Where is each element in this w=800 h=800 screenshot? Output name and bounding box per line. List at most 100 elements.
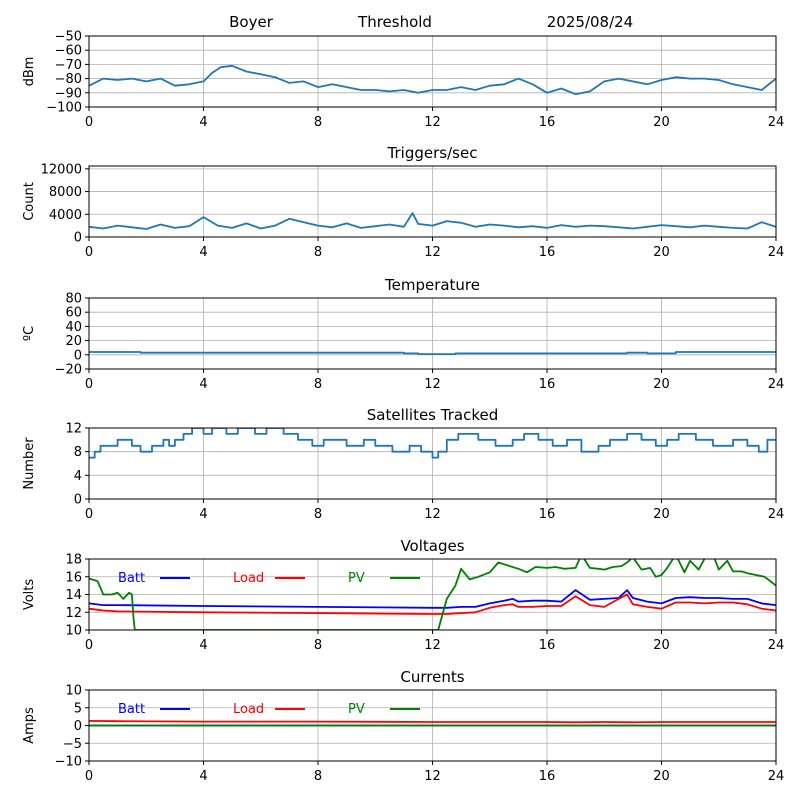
y-tick-label: −100	[46, 101, 82, 116]
y-tick-label: −20	[55, 363, 82, 378]
x-tick-label: 12	[424, 245, 441, 260]
x-tick-label: 0	[85, 507, 93, 522]
y-axis-label: ºC	[22, 326, 37, 341]
legend-label-batt: Batt	[118, 702, 145, 717]
y-axis-label: Number	[22, 437, 37, 490]
x-tick-label: 4	[199, 245, 207, 260]
y-tick-label: 18	[65, 553, 82, 568]
y-tick-label: 5	[74, 701, 82, 716]
x-tick-label: 8	[314, 245, 322, 260]
x-tick-label: 4	[199, 769, 207, 784]
chart-title: Currents	[400, 668, 464, 686]
x-tick-label: 16	[539, 115, 556, 130]
x-tick-label: 8	[314, 115, 322, 130]
x-tick-label: 8	[314, 507, 322, 522]
y-tick-label: −80	[55, 72, 82, 87]
x-tick-label: 16	[539, 245, 556, 260]
x-tick-label: 12	[424, 507, 441, 522]
legend-label-load: Load	[233, 702, 264, 717]
y-tick-label: 14	[65, 588, 82, 603]
y-tick-label: 4	[74, 469, 82, 484]
x-tick-label: 20	[653, 507, 670, 522]
y-tick-label: 12000	[41, 162, 82, 177]
y-tick-label: −5	[63, 737, 82, 752]
header-station: Boyer	[229, 13, 274, 31]
series-line-main	[89, 212, 776, 230]
x-tick-label: 24	[768, 507, 785, 522]
series-line-batt	[89, 589, 776, 609]
x-tick-label: 20	[653, 245, 670, 260]
x-tick-label: 16	[539, 507, 556, 522]
x-tick-label: 8	[314, 638, 322, 653]
y-tick-label: 60	[65, 306, 82, 321]
y-tick-label: 10	[65, 684, 82, 699]
chart-signal: 0 4 8 12 16 20 24 −100−90−80−70−60−50 dBm	[22, 30, 784, 131]
header-mode: Threshold	[357, 13, 432, 31]
y-axis-label: dBm	[22, 57, 37, 87]
chart-currents: 0 4 8 12 16 20 24 −10 −5 0 5 10 Currents Amps Batt Load…	[22, 668, 784, 784]
y-tick-label: 4000	[49, 208, 82, 223]
chart-title: Temperature	[384, 276, 480, 294]
y-tick-label: 0	[74, 493, 82, 508]
x-tick-label: 4	[199, 638, 207, 653]
chart-voltages: 0 4 8 12 16 20 24 10 12 14 16 18 Voltages Volts Batt Lo…	[22, 537, 784, 653]
chart-title: Satellites Tracked	[367, 406, 498, 424]
legend-label-pv: PV	[348, 571, 365, 586]
x-tick-label: 20	[653, 769, 670, 784]
x-tick-label: 24	[768, 377, 785, 392]
x-tick-label: 16	[539, 769, 556, 784]
x-tick-label: 0	[85, 115, 93, 130]
x-tick-label: 8	[314, 769, 322, 784]
y-tick-label: −10	[55, 755, 82, 770]
x-tick-label: 20	[653, 115, 670, 130]
y-tick-label: 10	[65, 624, 82, 639]
x-tick-label: 4	[199, 507, 207, 522]
chart-satellites: 0 4 8 12 16 20 24 0 4 8 12 Satellites Tracked Number	[22, 406, 784, 522]
x-tick-label: 8	[314, 377, 322, 392]
chart-title: Voltages	[400, 537, 464, 555]
series-line-main	[89, 351, 776, 356]
x-tick-label: 24	[768, 115, 785, 130]
y-tick-label: −90	[55, 86, 82, 101]
legend-label-batt: Batt	[118, 571, 145, 586]
x-tick-label: 20	[653, 638, 670, 653]
y-axis-label: Volts	[22, 579, 37, 611]
series-line-load	[89, 720, 776, 724]
y-tick-label: 0	[74, 719, 82, 734]
y-tick-label: 12	[65, 422, 82, 437]
x-tick-label: 12	[424, 769, 441, 784]
y-axis-label: Amps	[22, 707, 37, 744]
y-tick-label: 12	[65, 606, 82, 621]
x-tick-label: 20	[653, 377, 670, 392]
y-tick-label: −60	[55, 44, 82, 59]
series-line-pv	[89, 559, 776, 630]
y-tick-label: 40	[65, 320, 82, 335]
y-tick-label: 20	[65, 334, 82, 349]
x-tick-label: 0	[85, 245, 93, 260]
x-tick-label: 4	[199, 115, 207, 130]
x-tick-label: 12	[424, 638, 441, 653]
y-tick-label: 0	[74, 348, 82, 363]
x-tick-label: 0	[85, 638, 93, 653]
y-tick-label: 80	[65, 292, 82, 307]
x-tick-label: 24	[768, 638, 785, 653]
chart-title: Triggers/sec	[387, 144, 478, 162]
x-tick-label: 16	[539, 638, 556, 653]
x-tick-label: 0	[85, 377, 93, 392]
y-axis-label: Count	[22, 182, 37, 221]
x-tick-label: 4	[199, 377, 207, 392]
legend-label-pv: PV	[348, 702, 365, 717]
y-tick-label: −70	[55, 58, 82, 73]
y-tick-label: 8	[74, 445, 82, 460]
series-line-load	[89, 593, 776, 615]
y-tick-label: −50	[55, 30, 82, 45]
header-date: 2025/08/24	[547, 13, 633, 31]
chart-triggers: 0 4 8 12 16 20 24 0 4000 8000 12000 Triggers/sec Cou…	[22, 144, 784, 260]
y-tick-label: 0	[74, 231, 82, 246]
x-tick-label: 24	[768, 769, 785, 784]
x-tick-label: 24	[768, 245, 785, 260]
x-tick-label: 12	[424, 377, 441, 392]
